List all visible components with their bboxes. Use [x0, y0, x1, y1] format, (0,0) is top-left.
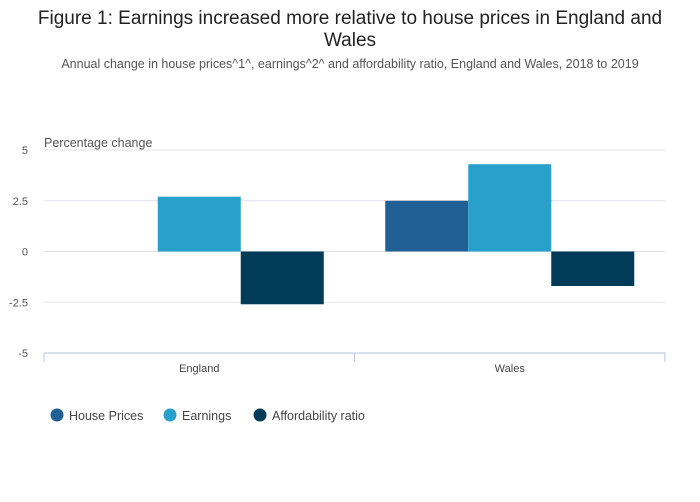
legend-label: Earnings [182, 409, 231, 423]
bar [385, 200, 469, 252]
y-tick-label: -5 [18, 348, 28, 360]
legend-marker [50, 408, 64, 422]
y-tick-label: 5 [22, 145, 28, 157]
legend-marker [163, 408, 177, 422]
x-tick-label: England [179, 363, 219, 375]
legend-label: Affordability ratio [272, 409, 365, 423]
legend-label: House Prices [69, 409, 143, 423]
bar [468, 164, 552, 252]
legend-marker [253, 408, 267, 422]
y-axis-label: Percentage change [44, 136, 152, 150]
bar [157, 196, 241, 252]
y-tick-label: 2.5 [13, 196, 28, 208]
y-tick-label: -2.5 [9, 297, 28, 309]
chart-subtitle: Annual change in house prices^1^, earnin… [61, 57, 639, 71]
y-tick-label: 0 [22, 247, 28, 259]
x-tick-label: Wales [495, 363, 526, 375]
bar [240, 251, 324, 305]
bar [551, 251, 635, 287]
chart-title: Figure 1: Earnings increased more relati… [37, 8, 663, 51]
